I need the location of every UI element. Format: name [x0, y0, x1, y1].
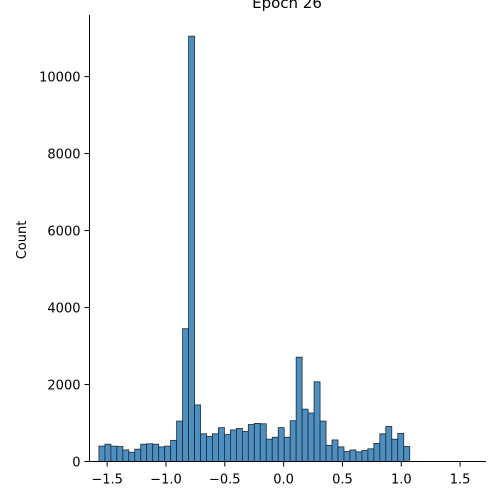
histogram-bar [379, 433, 387, 462]
histogram-bar [355, 451, 363, 462]
histogram-bar [146, 443, 154, 462]
y-tick-label: 10000 [39, 71, 80, 86]
histogram-bar [110, 445, 118, 462]
histogram-bar [116, 446, 124, 462]
histogram-bar [265, 438, 273, 462]
histogram-bar [307, 412, 315, 462]
histogram-bar [361, 449, 369, 462]
x-axis: −1.5 −1.0 −0.5 0.0 0.5 1.0 1.5 [91, 461, 471, 488]
histogram-bar [152, 443, 160, 462]
histogram-bar [385, 426, 393, 462]
histogram-bar [224, 434, 231, 462]
histogram-bar [128, 451, 136, 462]
x-tick-label: 0.5 [332, 473, 353, 488]
bars-group [98, 35, 411, 462]
histogram-bar [289, 420, 297, 462]
y-axis: 0 2000 4000 6000 8000 10000 [39, 71, 90, 471]
histogram-bar [241, 431, 249, 462]
histogram-bar [391, 438, 399, 462]
y-tick-label: 6000 [47, 225, 80, 240]
y-tick-label: 4000 [47, 302, 80, 317]
histogram-bar [313, 381, 321, 462]
y-tick-label: 8000 [47, 148, 80, 163]
histogram-bar [200, 433, 207, 462]
y-axis-label: Count [15, 221, 30, 260]
y-tick-label: 2000 [47, 379, 80, 394]
histogram-bar [235, 427, 243, 462]
histogram-bar [319, 420, 327, 462]
histogram-bar [301, 408, 309, 462]
histogram-bar [164, 445, 172, 462]
histogram-bar [373, 443, 381, 462]
histogram-bar [259, 423, 267, 462]
histogram-bar [104, 443, 112, 462]
histogram-bar [170, 439, 178, 462]
histogram-bar [212, 433, 219, 462]
histogram-bar [325, 444, 333, 462]
x-tick-label: −1.0 [150, 473, 182, 488]
histogram-bar [206, 436, 213, 462]
histogram-bar [194, 404, 201, 462]
histogram-bar [230, 429, 237, 462]
histogram-bar [337, 446, 345, 462]
histogram-bar [295, 356, 303, 462]
x-tick-label: 0.0 [273, 473, 294, 488]
chart-title: Epoch 26 [252, 0, 322, 12]
histogram-bar [349, 449, 357, 462]
histogram-bar [218, 427, 225, 462]
histogram-bar [182, 328, 189, 462]
x-tick-label: 1.5 [450, 473, 471, 488]
histogram-bar [134, 448, 142, 462]
histogram-bar [277, 427, 285, 462]
histogram-bar [176, 420, 183, 462]
histogram-bar [271, 436, 279, 462]
x-tick-label: −1.5 [91, 473, 123, 488]
histogram-bar [367, 448, 375, 462]
y-tick-label: 0 [72, 456, 80, 471]
histogram-bar [98, 445, 106, 462]
histogram-bar [158, 446, 166, 462]
histogram-bar [343, 451, 351, 462]
histogram-bar [283, 436, 291, 462]
histogram-bar [140, 443, 148, 462]
histogram-bar [188, 35, 195, 462]
histogram-bar [247, 424, 255, 462]
x-tick-label: −0.5 [209, 473, 241, 488]
histogram-bar [122, 449, 130, 462]
histogram-bar [397, 433, 405, 462]
histogram-bar [403, 446, 411, 462]
x-tick-label: 1.0 [391, 473, 412, 488]
histogram-bar [253, 422, 261, 462]
histogram-bar [331, 439, 339, 462]
